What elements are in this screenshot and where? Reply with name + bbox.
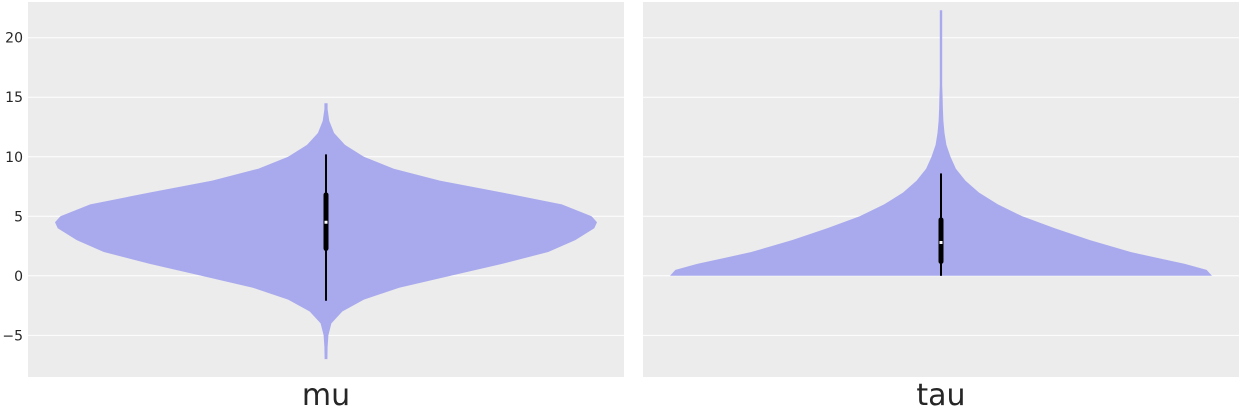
y-tick-label: 20 <box>5 31 23 47</box>
x-category-label: mu <box>302 378 350 413</box>
y-tick-label: −5 <box>2 328 23 344</box>
x-category-label: tau <box>916 378 965 413</box>
y-tick-label: 5 <box>14 209 23 225</box>
y-tick-label: 0 <box>14 269 23 285</box>
median-marker <box>324 220 328 224</box>
panel-mu: mu <box>28 2 624 413</box>
median-marker <box>939 240 943 244</box>
panel-tau: tau <box>643 2 1239 413</box>
y-tick-label: 15 <box>5 90 23 106</box>
violin-tau <box>670 10 1212 276</box>
y-tick-label: 10 <box>5 150 23 166</box>
